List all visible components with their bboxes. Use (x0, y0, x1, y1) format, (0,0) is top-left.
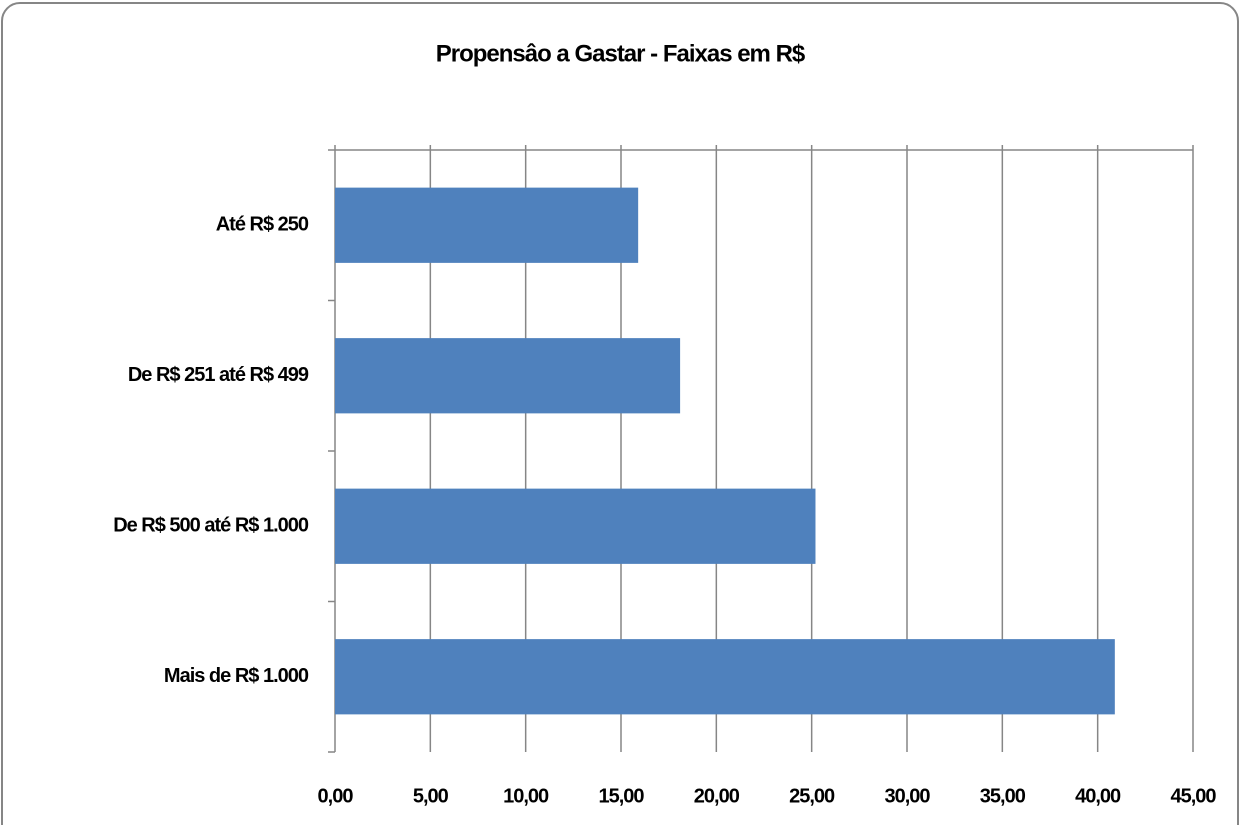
bar (335, 187, 639, 263)
x-tick-label: 20,00 (694, 785, 740, 807)
y-tick-label: De R$ 251 até R$ 499 (128, 364, 309, 386)
bar (335, 338, 681, 414)
y-tick-label: Mais de R$ 1.000 (164, 665, 309, 687)
chart-title: Propensâo a Gastar - Faixas em R$ (436, 40, 806, 67)
x-tick-label: 35,00 (980, 785, 1026, 807)
y-tick-label: De R$ 500 até R$ 1.000 (113, 515, 309, 537)
bar (335, 639, 1115, 715)
bar (335, 488, 816, 564)
x-tick-label: 0,00 (318, 785, 354, 807)
x-tick-label: 15,00 (598, 785, 644, 807)
x-tick-label: 40,00 (1075, 785, 1121, 807)
x-tick-label: 25,00 (789, 785, 835, 807)
y-tick-label: Até R$ 250 (216, 214, 309, 236)
x-tick-label: 30,00 (884, 785, 930, 807)
x-tick-label: 45,00 (1170, 785, 1216, 807)
x-tick-label: 10,00 (503, 785, 549, 807)
x-tick-label: 5,00 (413, 785, 449, 807)
